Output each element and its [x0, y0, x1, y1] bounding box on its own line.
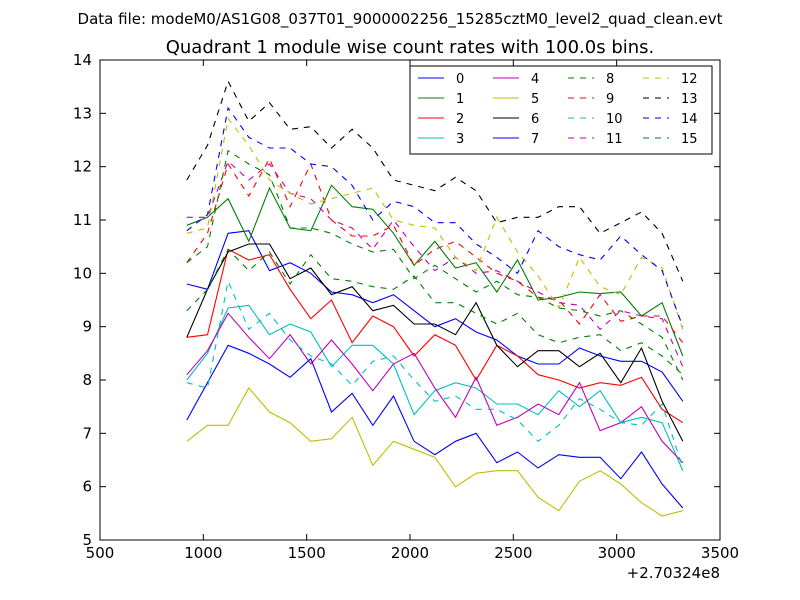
- x-offset-label: +2.70324e8: [627, 564, 720, 582]
- legend-label-1: 1: [456, 92, 464, 107]
- legend-label-9: 9: [606, 92, 614, 107]
- legend-box: [409, 65, 713, 155]
- y-tick-label: 12: [73, 158, 92, 176]
- legend-label-10: 10: [606, 112, 623, 127]
- x-tick-label: 500: [86, 544, 115, 562]
- x-tick-label: 2000: [391, 544, 429, 562]
- series-line-10: [186, 279, 684, 469]
- series-line-13: [186, 79, 684, 282]
- series-line-12: [186, 117, 684, 330]
- series-line-6: [186, 243, 684, 442]
- series-line-7: [186, 344, 684, 509]
- x-tick-label: 3500: [701, 544, 739, 562]
- y-tick-label: 10: [73, 264, 92, 282]
- series-line-4: [186, 312, 684, 464]
- x-tick-label: 1500: [288, 544, 326, 562]
- y-tick-label: 11: [73, 211, 92, 229]
- series-line-11: [186, 160, 684, 367]
- series-line-9: [186, 157, 684, 344]
- legend-label-13: 13: [681, 92, 698, 107]
- legend-label-15: 15: [681, 132, 698, 147]
- legend-label-5: 5: [531, 92, 539, 107]
- x-tick-label: 2500: [494, 544, 532, 562]
- legend-label-7: 7: [531, 132, 539, 147]
- y-tick-label: 8: [82, 371, 92, 389]
- y-tick-label: 13: [73, 104, 92, 122]
- series-layer: [186, 79, 684, 517]
- legend-label-0: 0: [456, 72, 464, 87]
- series-line-0: [186, 230, 684, 402]
- series-line-5: [186, 387, 683, 517]
- series-line-14: [186, 106, 684, 327]
- series-line-8: [186, 248, 684, 376]
- y-tick-label: 5: [82, 531, 92, 549]
- chart-title: Quadrant 1 module wise count rates with …: [166, 37, 655, 58]
- series-line-3: [186, 304, 684, 471]
- legend-label-14: 14: [681, 112, 698, 127]
- legend-label-4: 4: [531, 72, 539, 87]
- series-line-2: [186, 248, 684, 424]
- y-tick-label: 6: [82, 478, 92, 496]
- legend-label-12: 12: [681, 72, 698, 87]
- ticks-layer: 500 1000 1500 2000 2500 3000 35005678910111213…: [73, 51, 739, 562]
- y-tick-label: 9: [82, 318, 92, 336]
- legend-label-11: 11: [606, 132, 623, 147]
- x-tick-label: 3000: [598, 544, 636, 562]
- plot-frame: [99, 59, 721, 541]
- y-tick-label: 14: [73, 51, 92, 69]
- y-tick-label: 7: [82, 424, 92, 442]
- legend-label-3: 3: [456, 132, 464, 147]
- legend-label-8: 8: [606, 72, 614, 87]
- series-line-15: [186, 149, 684, 381]
- legend-label-2: 2: [456, 112, 464, 127]
- series-line-1: [186, 184, 684, 357]
- x-tick-label: 1000: [184, 544, 222, 562]
- chart-suptitle: Data file: modeM0/AS1G08_037T01_90000022…: [78, 10, 723, 29]
- legend-label-6: 6: [531, 112, 539, 127]
